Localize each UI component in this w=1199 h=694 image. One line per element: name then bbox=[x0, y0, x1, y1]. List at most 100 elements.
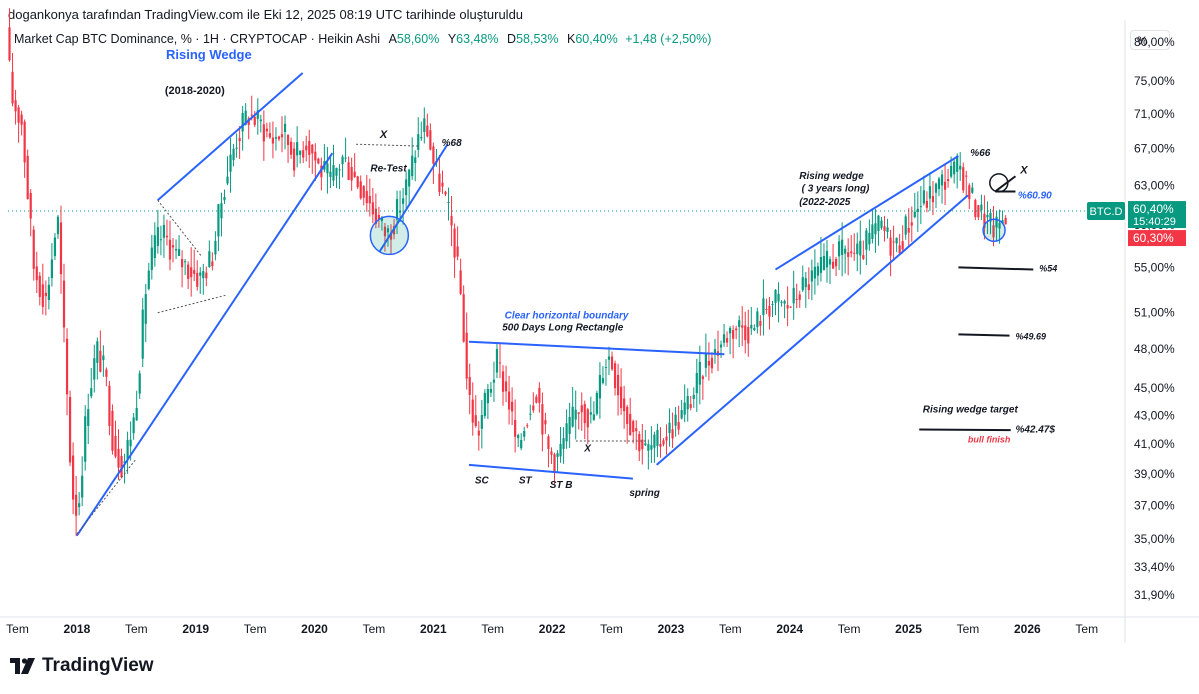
candle-body bbox=[50, 259, 54, 279]
chart-annotation: X bbox=[379, 129, 388, 141]
candle-body bbox=[423, 118, 426, 132]
chart-annotation: %49.69 bbox=[1015, 331, 1046, 341]
candle-body bbox=[940, 174, 944, 186]
candle-body bbox=[341, 156, 344, 164]
candle-body bbox=[23, 121, 26, 163]
y-tick-label: 67,00% bbox=[1134, 142, 1175, 156]
candle-body bbox=[371, 202, 374, 215]
y-tick-label: 45,00% bbox=[1134, 381, 1175, 395]
candle-body bbox=[704, 353, 707, 368]
candle-body bbox=[571, 406, 574, 427]
chart-annotation: Clear horizontal boundary bbox=[505, 311, 629, 322]
candle-body bbox=[44, 292, 47, 297]
chart-annotation: %54 bbox=[1039, 264, 1057, 274]
candle-body bbox=[595, 392, 598, 414]
candle-body bbox=[41, 284, 44, 307]
candle-body bbox=[438, 173, 441, 193]
candle-body bbox=[326, 163, 329, 174]
candle-body bbox=[683, 402, 686, 415]
candle-body bbox=[468, 377, 471, 395]
candle-body bbox=[20, 114, 23, 125]
candle-body bbox=[456, 246, 459, 257]
candle-body bbox=[953, 161, 956, 175]
candle-body bbox=[232, 148, 235, 161]
candle-body bbox=[359, 181, 362, 199]
candle-body bbox=[828, 259, 832, 265]
candle-body bbox=[538, 388, 541, 403]
candle-body bbox=[904, 216, 907, 235]
candle-body bbox=[162, 224, 166, 238]
legend-high-value: 63,48% bbox=[456, 32, 499, 46]
chart-annotation: (2022-2025 bbox=[799, 197, 851, 208]
candle-body bbox=[68, 397, 72, 463]
candle-body bbox=[980, 204, 983, 211]
candle-body bbox=[32, 229, 35, 269]
trend-line bbox=[994, 175, 1017, 193]
tradingview-logo[interactable]: TradingView bbox=[10, 655, 154, 677]
symbol-legend: Market Cap BTC Dominance, % · 1H · CRYPT… bbox=[14, 32, 711, 46]
symbol-tag: BTC.D bbox=[1090, 206, 1123, 218]
scale-unit-button[interactable]: % bbox=[1130, 30, 1170, 50]
candle-body bbox=[486, 389, 489, 404]
x-tick-label: Tem bbox=[481, 622, 504, 636]
chart-annotation: SC bbox=[475, 475, 490, 486]
candle-body bbox=[983, 213, 986, 228]
candle-body bbox=[635, 428, 638, 432]
candle-body bbox=[834, 258, 838, 267]
y-tick-label: 41,00% bbox=[1134, 437, 1175, 451]
candle-body bbox=[662, 440, 665, 445]
candle-body bbox=[862, 255, 865, 259]
candle-body bbox=[141, 309, 144, 359]
candle-body bbox=[871, 224, 874, 239]
x-tick-label: Tem bbox=[125, 622, 148, 636]
x-tick-label: Tem bbox=[244, 622, 267, 636]
candle-body bbox=[974, 200, 977, 218]
candle-body bbox=[211, 261, 214, 267]
candle-body bbox=[641, 439, 644, 450]
price-tag: 60,40% bbox=[1133, 202, 1174, 216]
candle-body bbox=[928, 186, 932, 199]
candle-body bbox=[144, 294, 147, 324]
x-tick-label: 2019 bbox=[182, 622, 209, 636]
candle-body bbox=[265, 128, 268, 132]
candle-body bbox=[616, 375, 620, 396]
candle-body bbox=[11, 71, 14, 104]
candle-body bbox=[677, 422, 680, 430]
candle-body bbox=[90, 388, 93, 397]
chart-annotation: X bbox=[1019, 164, 1028, 176]
candle-body bbox=[65, 338, 69, 395]
candle-body bbox=[547, 436, 550, 450]
legend-open-label: A bbox=[388, 32, 397, 46]
candle-body bbox=[405, 179, 408, 196]
candle-body bbox=[62, 280, 66, 328]
chart-annotation: 500 Days Long Rectangle bbox=[502, 323, 624, 334]
candle-body bbox=[29, 193, 32, 219]
candle-body bbox=[202, 271, 205, 279]
candle-body bbox=[692, 394, 695, 399]
legend-high-label: Y bbox=[447, 32, 457, 46]
candle-body bbox=[668, 422, 671, 433]
y-tick-label: 55,00% bbox=[1134, 260, 1175, 274]
trend-line bbox=[468, 340, 725, 356]
candle-body bbox=[946, 179, 950, 182]
y-tick-label: 33,40% bbox=[1134, 560, 1175, 574]
candle-body bbox=[402, 198, 405, 204]
candle-body bbox=[959, 165, 962, 170]
candle-body bbox=[686, 395, 689, 410]
candle-body bbox=[229, 154, 232, 172]
candle-body bbox=[550, 451, 553, 455]
candle-body bbox=[75, 494, 78, 516]
candle-body bbox=[286, 134, 290, 146]
candle-body bbox=[807, 284, 810, 291]
chart-annotation: %60.90 bbox=[1018, 190, 1052, 201]
chart-annotation: Re-Test bbox=[370, 164, 407, 175]
candle-body bbox=[35, 266, 38, 281]
candle-body bbox=[813, 266, 816, 279]
y-tick-label: 75,00% bbox=[1134, 74, 1175, 88]
countdown-tag: 15:40:29 bbox=[1133, 216, 1176, 228]
candle-body bbox=[414, 157, 417, 163]
candle-body bbox=[568, 416, 571, 434]
candle-body bbox=[532, 405, 535, 411]
chart-annotation: ST bbox=[519, 475, 533, 486]
